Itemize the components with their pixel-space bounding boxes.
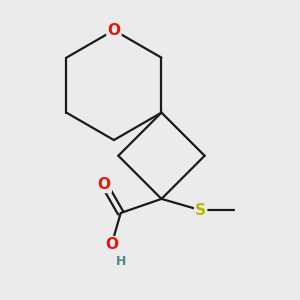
- Text: H: H: [116, 255, 127, 268]
- Text: O: O: [105, 237, 118, 252]
- Text: S: S: [195, 203, 206, 218]
- Text: O: O: [107, 23, 120, 38]
- Text: O: O: [98, 177, 111, 192]
